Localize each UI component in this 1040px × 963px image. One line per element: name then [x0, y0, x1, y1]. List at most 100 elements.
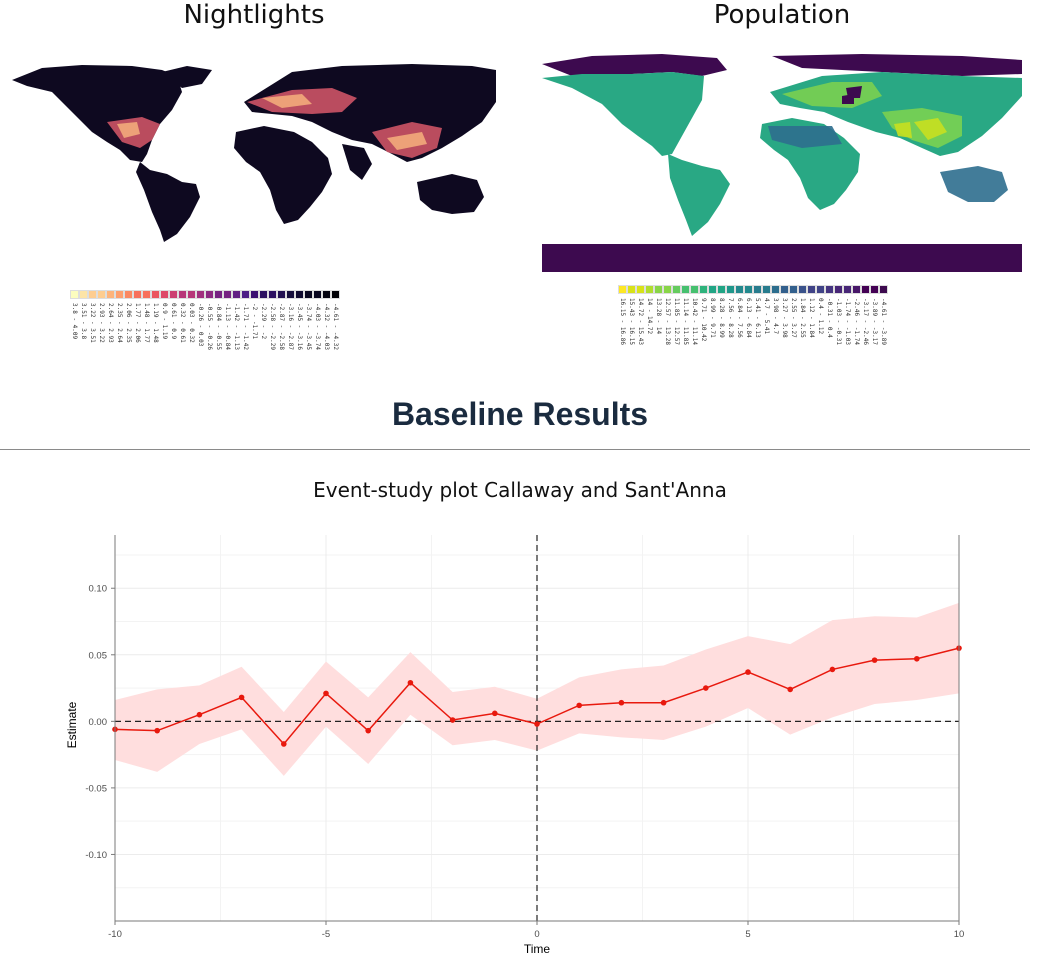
estimate-point	[196, 711, 203, 718]
population-legend-entry: 0.4 - 1.12	[816, 285, 825, 345]
nightlights-legend-entry: 2.64 - 2.93	[106, 290, 115, 350]
population-legend-swatch	[843, 285, 852, 294]
nightlights-legend-label: -0.55 - -0.26	[206, 303, 213, 350]
nightlights-legend-label: 1.19 - 1.48	[152, 303, 159, 343]
x-tick-label: -5	[322, 929, 330, 940]
population-legend-label: 9.71 - 10.42	[700, 298, 707, 342]
nightlights-legend-label: -0.26 - 0.03	[197, 303, 204, 347]
population-legend-swatch	[717, 285, 726, 294]
x-tick-label: 0	[534, 929, 539, 940]
population-legend-label: 7.56 - 8.28	[727, 298, 734, 338]
nightlights-legend-swatch	[196, 290, 205, 299]
section-heading: Baseline Results	[391, 396, 649, 432]
population-legend-swatch	[690, 285, 699, 294]
population-legend-entry: 9.71 - 10.42	[699, 285, 708, 345]
nightlights-map-title: Nightlights	[183, 0, 325, 30]
estimate-point	[365, 727, 372, 734]
nightlights-legend-entry: -2.58 - -2.29	[268, 290, 277, 350]
nightlights-legend-swatch	[214, 290, 223, 299]
population-legend-entry: 14.72 - 15.43	[636, 285, 645, 345]
population-legend-entry: 16.15 - 16.86	[618, 285, 627, 345]
population-legend-swatch	[798, 285, 807, 294]
x-tick-label: -10	[108, 929, 122, 940]
nightlights-legend-entry: -0.26 - 0.03	[196, 290, 205, 350]
x-axis-label: Time	[524, 942, 551, 956]
population-legend-label: 3.27 - 3.98	[781, 298, 788, 338]
population-legend-entry: 4.7 - 5.41	[762, 285, 771, 345]
population-legend-label: 13.28 - 14	[655, 298, 662, 335]
y-tick-label: -0.10	[85, 850, 107, 861]
population-legend-label: -0.31 - 0.4	[826, 298, 833, 338]
nightlights-legend-entry: -2 - -1.71	[250, 290, 259, 350]
nightlights-legend-entry: -4.61 - -4.32	[331, 290, 340, 350]
population-legend-label: 1.84 - 2.55	[799, 298, 806, 338]
nightlights-legend-label: -2.87 - -2.58	[278, 303, 285, 350]
population-legend-swatch	[699, 285, 708, 294]
population-legend-label: 2.55 - 3.27	[790, 298, 797, 338]
nightlights-legend-label: -1.71 - -1.42	[242, 303, 249, 350]
population-legend-swatch	[735, 285, 744, 294]
nightlights-legend-entry: -3.45 - -3.16	[295, 290, 304, 350]
nightlights-legend-label: 1.48 - 1.77	[143, 303, 150, 343]
nightlights-legend-entry: 0.9 - 1.19	[160, 290, 169, 350]
population-legend-label: 14 - 14.72	[646, 298, 653, 335]
population-legend-label: 0.4 - 1.12	[817, 298, 824, 335]
estimate-point	[323, 690, 329, 697]
population-legend-entry: 8.99 - 9.71	[708, 285, 717, 345]
nightlights-legend-entry: 3.51 - 3.8	[79, 290, 88, 350]
estimate-point	[618, 699, 625, 706]
population-map-title: Population	[713, 0, 851, 30]
nightlights-legend-label: -4.32 - -4.03	[323, 303, 330, 350]
nightlights-world-map	[12, 62, 496, 272]
nightlights-legend-entry: 1.77 - 2.06	[133, 290, 142, 350]
population-legend-entry: 6.13 - 6.84	[744, 285, 753, 345]
y-tick-label: 0.00	[89, 717, 108, 728]
population-legend-swatch	[672, 285, 681, 294]
estimate-point	[745, 669, 751, 675]
population-legend-swatch	[852, 285, 861, 294]
population-legend-swatch	[816, 285, 825, 294]
nightlights-legend-swatch	[223, 290, 232, 299]
nightlights-legend-swatch	[259, 290, 268, 299]
population-legend-swatch	[645, 285, 654, 294]
chart-title: Event-study plot Callaway and Sant'Anna	[313, 478, 727, 502]
estimate-point	[534, 721, 540, 727]
population-legend-entry: -0.31 - 0.4	[825, 285, 834, 345]
nightlights-legend-label: 2.35 - 2.64	[116, 303, 123, 343]
population-legend-label: 5.41 - 6.13	[754, 298, 761, 338]
estimate-point	[238, 694, 245, 701]
nightlights-legend-entry: 2.06 - 2.35	[124, 290, 133, 350]
nightlights-legend-swatch	[97, 290, 106, 299]
estimate-point	[703, 685, 709, 691]
nightlights-legend-swatch	[160, 290, 169, 299]
population-legend-label: -4.61 - -3.89	[880, 298, 887, 345]
population-legend-label: -3.89 - -3.17	[871, 298, 878, 345]
nightlights-legend-label: 3.22 - 3.51	[89, 303, 96, 343]
population-legend-entry: 12.57 - 13.28	[663, 285, 672, 345]
nightlights-legend-label: -4.61 - -4.32	[332, 303, 339, 350]
population-legend-swatch	[726, 285, 735, 294]
y-tick-label: 0.05	[89, 650, 108, 661]
estimate-point	[407, 679, 414, 686]
population-legend-label: 6.84 - 7.56	[736, 298, 743, 338]
population-legend-label: 8.99 - 9.71	[709, 298, 716, 338]
nightlights-legend-label: 0.9 - 1.19	[161, 303, 168, 340]
population-legend-entry: 1.12 - 1.84	[807, 285, 816, 345]
population-legend-swatch	[762, 285, 771, 294]
nightlights-legend-label: 2.93 - 3.22	[98, 303, 105, 343]
nightlights-legend-label: -0.84 - -0.55	[215, 303, 222, 350]
population-legend-entry: 3.27 - 3.98	[780, 285, 789, 345]
confidence-ribbon	[115, 602, 959, 776]
nightlights-legend-entry: -3.74 - -3.45	[304, 290, 313, 350]
estimate-point	[576, 702, 582, 709]
confidence-band	[115, 602, 959, 776]
nightlights-legend-label: -4.03 - -3.74	[314, 303, 321, 350]
nightlights-legend-swatch	[187, 290, 196, 299]
nightlights-legend-swatch	[304, 290, 313, 299]
nightlights-legend-swatch	[277, 290, 286, 299]
y-tick-label: -0.05	[85, 783, 107, 794]
event-study-chart: 0.10 0.05 0.00 -0.05 -0.10 -10 -5 0 5 10 Time Est…	[65, 535, 964, 956]
population-legend-label: -3.17 - -2.46	[862, 298, 869, 345]
nightlights-legend-label: 0.61 - 0.9	[170, 303, 177, 340]
nightlights-legend-label: -3.45 - -3.16	[296, 303, 303, 350]
